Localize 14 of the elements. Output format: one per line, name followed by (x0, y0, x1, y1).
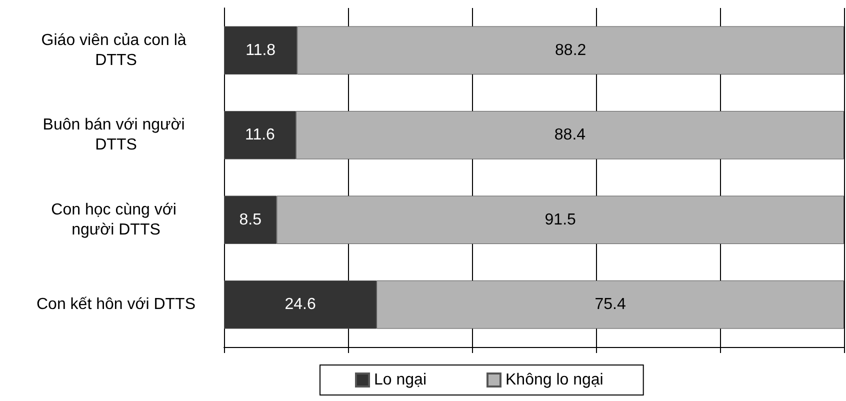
data-label: 88.4 (554, 126, 586, 144)
data-label: 75.4 (594, 296, 626, 314)
data-label: 11.8 (246, 42, 276, 59)
data-label: 11.6 (244, 126, 276, 144)
data-label: 8.5 (239, 211, 262, 228)
data-label: 88.2 (555, 42, 586, 59)
y-tick-label: Con học cùng với người DTTS (51, 201, 181, 238)
data-label: 24.6 (284, 296, 316, 314)
y-tick-label: Buôn bán với người DTTS (42, 116, 190, 154)
y-tick-label: Con kết hôn với DTTS (36, 296, 196, 314)
y-tick-label: Giáo viên của con là DTTS (41, 32, 191, 69)
data-label: 91.5 (544, 211, 576, 228)
legend-label: Không lo ngại (505, 372, 604, 388)
legend-label: Lo ngại (374, 372, 426, 388)
